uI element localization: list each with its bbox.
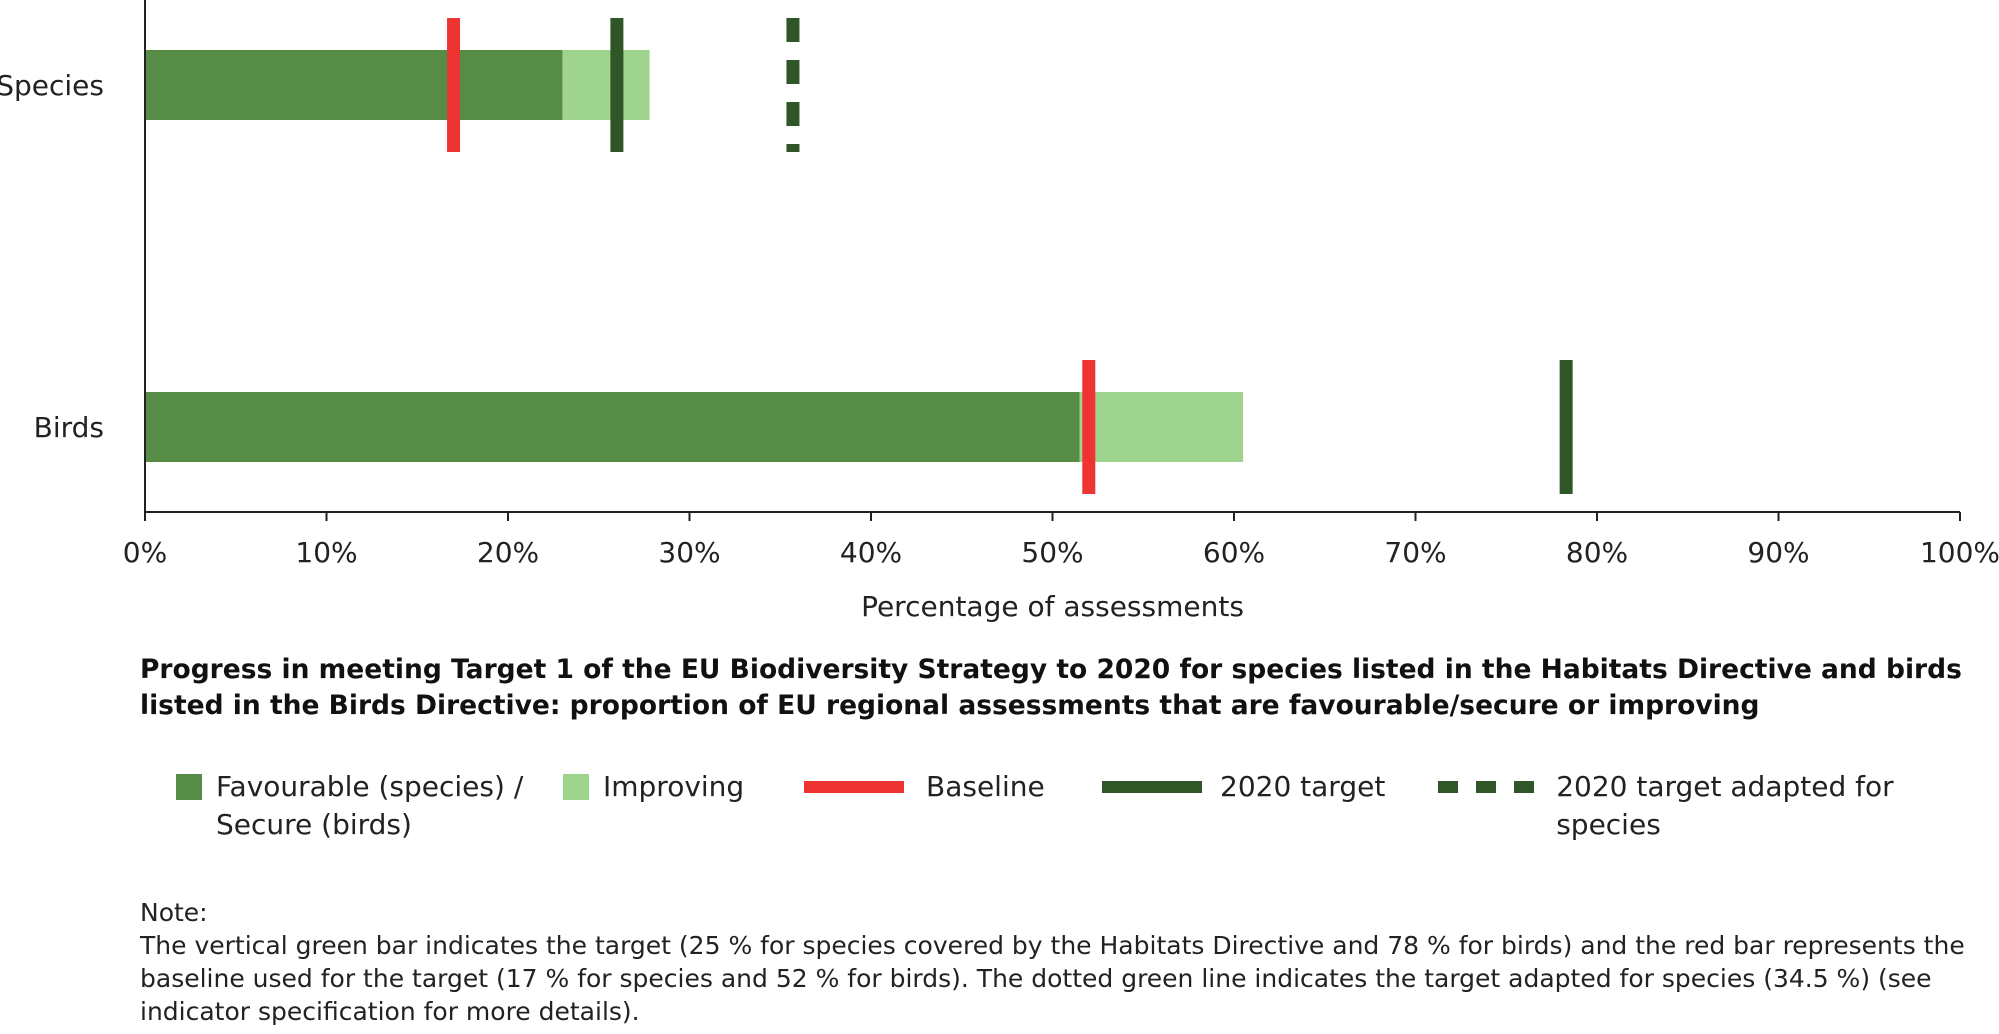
category-label-species: Species <box>0 69 104 102</box>
note-text: The vertical green bar indicates the tar… <box>140 931 1965 1026</box>
legend-swatch-favourable <box>176 774 202 800</box>
x-tick-label: 20% <box>477 536 539 569</box>
legend-target: 2020 target <box>1102 768 1385 806</box>
axes-layer: 0% 10% 20% 30% 40% 50% 60% 70% 80% 90% 100% Species… <box>0 0 1999 569</box>
x-tick-label: 10% <box>295 536 357 569</box>
bar-birds-favourable <box>145 392 1080 462</box>
chart-plot: 0% 10% 20% 30% 40% 50% 60% 70% 80% 90% 100% Species… <box>0 0 1999 623</box>
chart-caption: Progress in meeting Target 1 of the EU B… <box>140 654 1962 721</box>
legend-improving: Improving <box>563 768 744 806</box>
legend-swatch-improving <box>563 774 589 800</box>
category-label-birds: Birds <box>34 411 104 444</box>
legend-label-target-adapted: 2020 target adapted for species <box>1556 770 1894 841</box>
legend-swatch-target-adapted <box>1438 781 1537 793</box>
bars-layer <box>145 50 1244 462</box>
x-tick-label: 60% <box>1203 536 1265 569</box>
x-tick-label: 70% <box>1384 536 1446 569</box>
x-tick-label: 40% <box>840 536 902 569</box>
legend-label-favourable: Favourable (species) / Secure (birds) <box>216 770 524 841</box>
x-tick-label: 80% <box>1566 536 1628 569</box>
x-tick-label: 90% <box>1747 536 1809 569</box>
x-tick-label: 50% <box>1021 536 1083 569</box>
x-tick-label: 0% <box>123 536 167 569</box>
bar-species-improving <box>562 50 650 120</box>
bar-species-favourable <box>145 50 563 120</box>
x-tick-label: 30% <box>658 536 720 569</box>
legend-swatch-target <box>1102 781 1202 793</box>
bar-birds-improving <box>1079 392 1244 462</box>
x-tick-label: 100% <box>1920 536 1999 569</box>
note-title: Note: <box>140 898 208 927</box>
x-axis-title: Percentage of assessments <box>861 590 1244 623</box>
legend-label-improving: Improving <box>603 770 745 803</box>
markers-layer <box>447 18 1573 494</box>
legend-label-target: 2020 target <box>1220 770 1386 803</box>
legend-target-adapted: 2020 target adapted for species <box>1438 768 1999 844</box>
legend-baseline: Baseline <box>804 768 1045 806</box>
legend-swatch-baseline <box>804 781 904 793</box>
note: Note: The vertical green bar indicates t… <box>140 896 1990 1028</box>
legend-label-baseline: Baseline <box>926 770 1045 803</box>
legend-favourable: Favourable (species) / Secure (birds) <box>176 768 523 844</box>
